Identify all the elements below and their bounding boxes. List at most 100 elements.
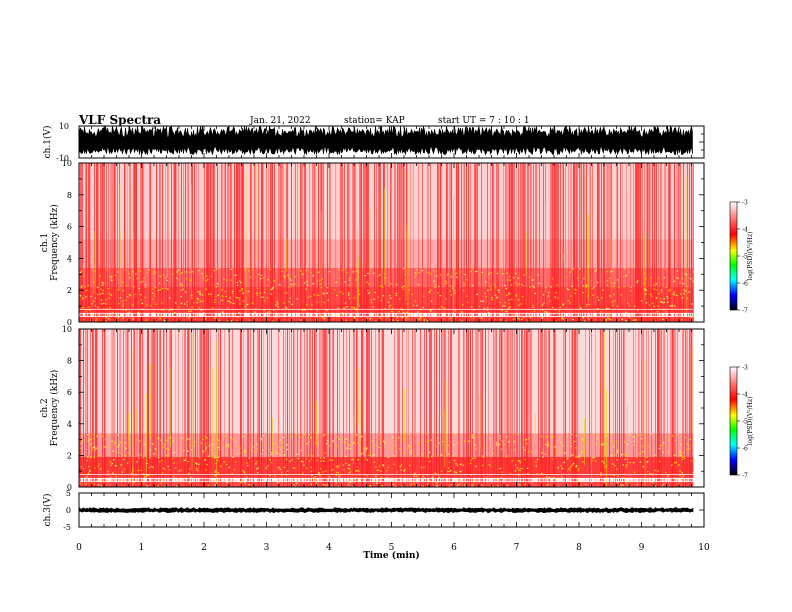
speckle bbox=[137, 269, 139, 271]
speckle bbox=[471, 457, 474, 460]
speckle bbox=[608, 307, 610, 310]
speckle bbox=[159, 275, 162, 277]
speckle bbox=[404, 319, 407, 321]
speckle bbox=[632, 444, 635, 446]
speckle bbox=[256, 443, 258, 445]
speckle bbox=[305, 288, 307, 290]
speckle bbox=[277, 466, 280, 469]
speckle bbox=[394, 445, 396, 447]
speckle bbox=[95, 319, 97, 322]
speckle bbox=[269, 474, 271, 477]
speckle bbox=[102, 302, 105, 304]
speckle bbox=[216, 459, 219, 462]
speckle bbox=[396, 471, 398, 473]
speckle bbox=[358, 305, 360, 307]
speckle bbox=[427, 456, 429, 458]
speckle bbox=[592, 294, 594, 296]
speckle bbox=[566, 457, 569, 459]
speckle bbox=[299, 436, 301, 438]
speckle bbox=[119, 441, 121, 443]
speckle bbox=[202, 312, 205, 314]
speckle bbox=[263, 309, 265, 312]
speckle bbox=[681, 458, 684, 461]
speckle bbox=[108, 297, 110, 299]
speckle bbox=[161, 472, 164, 474]
speckle bbox=[138, 457, 140, 459]
speckle bbox=[120, 464, 122, 466]
speckle bbox=[317, 472, 320, 474]
speckle bbox=[606, 284, 609, 286]
speckle bbox=[668, 439, 670, 441]
speckle bbox=[679, 293, 682, 295]
speckle bbox=[210, 293, 213, 295]
speckle bbox=[608, 318, 611, 320]
speckle bbox=[319, 283, 322, 285]
speckle bbox=[432, 269, 435, 272]
speckle bbox=[665, 436, 667, 438]
speckle bbox=[566, 435, 568, 438]
speckle bbox=[565, 276, 568, 278]
speckle bbox=[368, 454, 370, 457]
speckle bbox=[408, 480, 411, 482]
speckle bbox=[447, 273, 450, 275]
speckle bbox=[146, 271, 149, 274]
speckle bbox=[431, 476, 434, 478]
speckle bbox=[232, 302, 235, 305]
speckle bbox=[581, 440, 584, 442]
speckle bbox=[227, 444, 230, 446]
speckle bbox=[410, 483, 413, 485]
speckle bbox=[213, 270, 215, 272]
speckle bbox=[171, 309, 173, 311]
speckle bbox=[461, 320, 463, 322]
speckle bbox=[183, 459, 186, 462]
speckle bbox=[480, 300, 482, 302]
x-tick-label: 7 bbox=[514, 543, 520, 553]
speckle bbox=[574, 292, 576, 294]
speckle bbox=[507, 279, 509, 281]
speckle bbox=[520, 283, 523, 286]
speckle bbox=[430, 455, 433, 458]
speckle bbox=[562, 303, 564, 305]
speckle bbox=[679, 282, 681, 284]
speckle bbox=[567, 468, 570, 470]
speckle bbox=[80, 465, 83, 468]
speckle bbox=[517, 433, 519, 436]
speckle bbox=[571, 285, 573, 287]
speckle bbox=[137, 469, 140, 472]
speckle bbox=[269, 268, 271, 271]
speckle bbox=[381, 476, 383, 479]
speckle bbox=[95, 318, 98, 320]
speckle bbox=[449, 285, 452, 287]
speckle bbox=[473, 479, 476, 481]
speckle bbox=[515, 295, 518, 297]
speckle bbox=[653, 284, 655, 286]
speckle bbox=[633, 305, 636, 307]
speckle bbox=[572, 462, 575, 464]
speckle bbox=[199, 290, 201, 293]
speckle bbox=[499, 467, 502, 470]
speckle bbox=[402, 268, 405, 270]
speckle bbox=[188, 271, 191, 273]
speckle bbox=[140, 469, 143, 471]
speckle bbox=[100, 485, 103, 487]
speckle bbox=[260, 439, 263, 441]
speckle bbox=[569, 302, 571, 304]
speckle bbox=[205, 469, 207, 471]
speckle bbox=[100, 288, 102, 290]
speckle bbox=[281, 271, 283, 273]
speckle bbox=[226, 279, 228, 281]
speckle bbox=[504, 310, 507, 312]
speckle bbox=[624, 441, 626, 443]
speckle bbox=[593, 434, 596, 436]
speckle bbox=[621, 454, 623, 456]
speckle bbox=[210, 275, 213, 277]
speckle bbox=[226, 307, 229, 309]
y-tick-label: 10 bbox=[59, 122, 69, 131]
speckle bbox=[89, 469, 91, 471]
speckle bbox=[214, 471, 217, 473]
speckle bbox=[453, 268, 455, 270]
speckle bbox=[316, 459, 318, 461]
spectral-band bbox=[79, 329, 694, 434]
speckle bbox=[133, 481, 135, 483]
speckle bbox=[486, 309, 489, 311]
